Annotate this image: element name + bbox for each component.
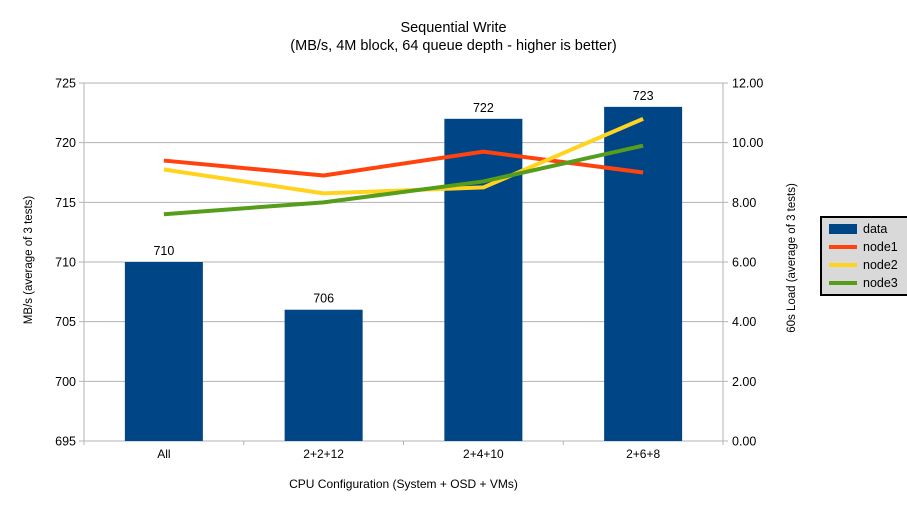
bar-value-label: 722	[473, 101, 494, 115]
legend-item-node3: node3	[829, 274, 907, 292]
right-axis-tick-label: 6.00	[732, 256, 756, 270]
legend-label: node2	[863, 258, 898, 272]
x-axis-category-label: 2+6+8	[626, 447, 660, 461]
x-axis-category-label: All	[157, 447, 170, 461]
left-axis-tick-label: 720	[55, 136, 76, 150]
bar-value-label: 723	[633, 89, 654, 103]
legend-label: data	[863, 222, 888, 236]
chart-title-line2: (MB/s, 4M block, 64 queue depth - higher…	[290, 37, 617, 54]
left-axis-tick-label: 695	[55, 435, 76, 449]
bar-2+4+10	[444, 118, 523, 442]
series-line-node3	[163, 143, 644, 217]
right-axis-tick-label: 8.00	[732, 196, 756, 210]
legend-item-data: data	[829, 220, 907, 238]
legend-swatch-node1	[829, 245, 857, 249]
legend: data node1 node2 node3	[820, 216, 907, 296]
legend-label: node3	[863, 276, 898, 290]
bar-All	[124, 262, 203, 441]
right-axis-title: 60s Load (average of 3 tests)	[786, 183, 798, 333]
chart-title: Sequential Write (MB/s, 4M block, 64 que…	[0, 20, 907, 55]
bar-value-label: 710	[153, 244, 174, 258]
left-axis-tick-label: 710	[55, 256, 76, 270]
left-axis-tick-label: 715	[55, 196, 76, 210]
right-axis-tick-label: 4.00	[732, 315, 756, 329]
right-axis-tick-label: 0.00	[732, 435, 756, 449]
left-axis-tick-label: 700	[55, 375, 76, 389]
left-axis-tick-label: 705	[55, 315, 76, 329]
left-axis-tick-label: 725	[55, 77, 76, 91]
x-axis-category-label: 2+2+12	[303, 447, 344, 461]
legend-swatch-node2	[829, 263, 857, 267]
bar-2+2+12	[284, 309, 363, 441]
series-line-node2	[163, 116, 644, 196]
bar-2+6+8	[604, 106, 683, 441]
x-axis-category-label: 2+4+10	[463, 447, 504, 461]
legend-swatch-data	[829, 224, 857, 234]
right-axis-tick-label: 10.00	[732, 136, 763, 150]
legend-item-node2: node2	[829, 256, 907, 274]
bar-value-label: 706	[313, 292, 334, 306]
chart-title-line1: Sequential Write	[400, 20, 507, 36]
right-axis-tick-label: 12.00	[732, 77, 763, 91]
right-axis-tick-label: 2.00	[732, 375, 756, 389]
legend-swatch-node3	[829, 281, 857, 285]
x-axis-title: CPU Configuration (System + OSD + VMs)	[289, 477, 518, 491]
legend-item-node1: node1	[829, 238, 907, 256]
left-axis-title: MB/s (average of 3 tests)	[23, 195, 35, 325]
legend-label: node1	[863, 240, 898, 254]
